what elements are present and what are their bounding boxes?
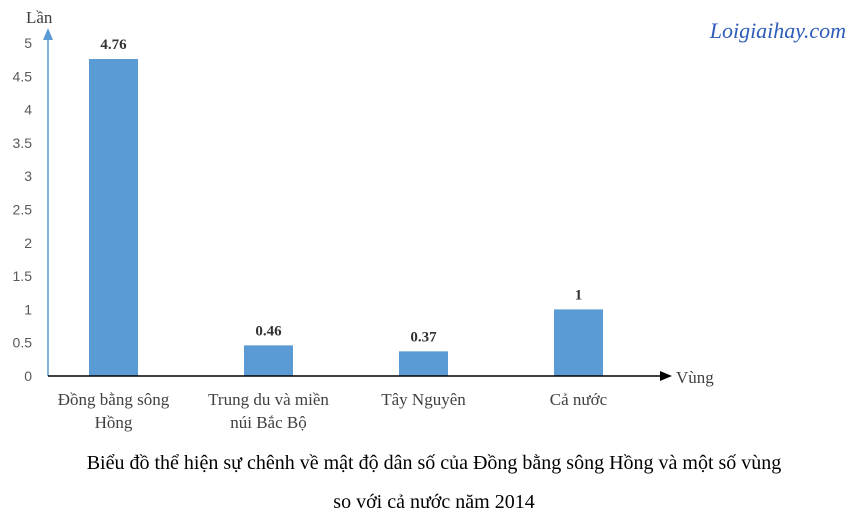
- bar: [244, 345, 293, 376]
- chart-caption-line-2: so với cả nước năm 2014: [333, 491, 535, 513]
- y-axis-title: Lần: [26, 8, 53, 27]
- y-axis-ticks: 0 0.5 1 1.5 2 2.5 3 3.5 4 4.5 5: [13, 35, 33, 384]
- y-tick-label: 0: [24, 368, 32, 384]
- x-category-label: Cả nước: [550, 390, 608, 409]
- bar-value-label: 1: [575, 287, 583, 303]
- y-tick-label: 4: [24, 102, 32, 118]
- watermark-logo: Loigiaihay.com: [709, 18, 846, 43]
- bar-value-label: 4.76: [100, 37, 127, 53]
- x-axis-category-labels: Đồng bằng sông Hồng Trung du và miền núi Bắ…: [58, 390, 608, 432]
- y-tick-label: 4.5: [13, 68, 33, 84]
- axes: [43, 28, 672, 381]
- y-tick-label: 5: [24, 35, 32, 51]
- y-tick-label: 1: [24, 301, 32, 317]
- bar-value-label: 0.37: [410, 329, 437, 345]
- x-category-label: núi Bắc Bộ: [230, 413, 307, 432]
- chart-caption-line-1: Biểu đồ thể hiện sự chênh về mật độ dân …: [86, 452, 782, 474]
- bars: [89, 58, 603, 376]
- y-axis-arrow-icon: [43, 28, 53, 40]
- data-labels: 4.76 0.46 0.37 1: [100, 37, 582, 345]
- bar: [89, 58, 138, 376]
- x-category-label: Hồng: [95, 413, 133, 432]
- bar: [399, 351, 448, 376]
- y-tick-label: 0.5: [13, 335, 33, 351]
- y-tick-label: 1.5: [13, 268, 33, 284]
- y-tick-label: 3: [24, 168, 32, 184]
- bar-value-label: 0.46: [255, 323, 282, 339]
- x-category-label: Đồng bằng sông: [58, 390, 170, 409]
- y-tick-label: 2.5: [13, 202, 33, 218]
- bar-chart: 0 0.5 1 1.5 2 2.5 3 3.5 4 4.5 5 4.76 0.46 0.37 1 Đồng…: [13, 8, 715, 432]
- x-category-label: Tây Nguyên: [381, 390, 466, 409]
- x-category-label: Trung du và miền: [208, 390, 329, 409]
- y-tick-label: 2: [24, 235, 32, 251]
- y-tick-label: 3.5: [13, 135, 33, 151]
- x-axis-arrow-icon: [660, 371, 672, 381]
- bar: [554, 309, 603, 376]
- x-axis-title: Vùng: [676, 368, 714, 387]
